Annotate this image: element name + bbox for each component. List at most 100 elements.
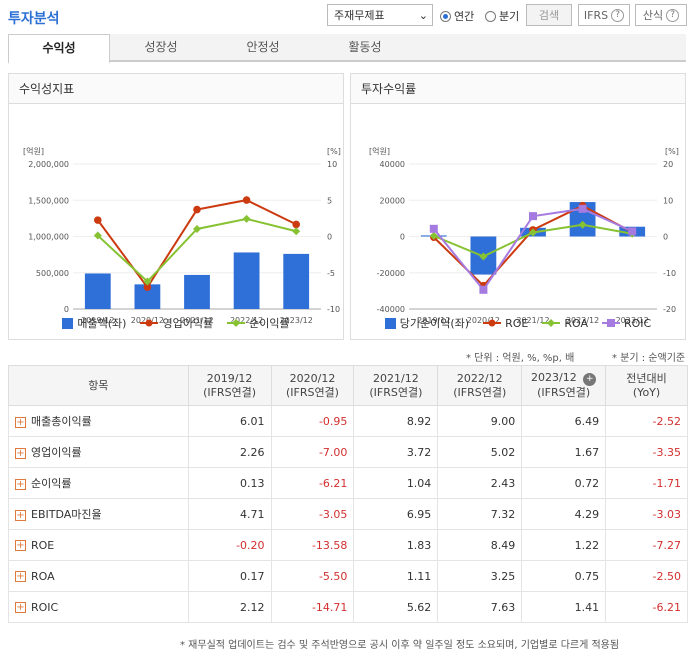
row-label-cell[interactable]: + ROE [8, 529, 189, 561]
point [578, 220, 587, 229]
value-cell: 0.17 [187, 560, 272, 592]
header-col-2023[interactable]: 2023/12 + (IFRS연결) [521, 365, 607, 406]
legend-swatch-bar [62, 317, 74, 329]
section-title: 투자분석 [8, 11, 60, 27]
statement-select-value: 주재무제표 [334, 9, 385, 22]
x-tick-label: 2022/12 [566, 316, 599, 325]
table-row: + 영업이익률 2.26 -7.00 3.72 5.02 1.67 -3.35 [8, 436, 688, 468]
y-tick-label: 0 [64, 305, 69, 314]
value-cell: -3.35 [605, 436, 688, 468]
radio-quarter[interactable]: 분기 [485, 8, 519, 24]
formula-help-button[interactable]: 산식 ? [635, 4, 687, 26]
legend-net-margin[interactable]: 순이익률 [227, 315, 290, 331]
point [578, 204, 587, 213]
value-cell: 6.95 [353, 498, 439, 530]
row-label-cell[interactable]: + ROA [8, 560, 189, 592]
expand-plus-icon[interactable]: + [15, 571, 26, 582]
legend-net-income[interactable]: 당기순이익(좌) [384, 315, 470, 331]
x-tick-label: 2021/12 [180, 316, 213, 325]
legend-swatch-line [542, 319, 561, 327]
footer-note: * 재무실적 업데이트는 검수 및 주석반영으로 공시 이후 약 일주일 정도 … [180, 640, 620, 651]
value-cell: 9.00 [437, 405, 523, 437]
point [242, 214, 251, 223]
header-col-2020[interactable]: 2020/12 (IFRS연결) [270, 365, 355, 406]
value-cell: -0.95 [270, 405, 355, 437]
value-cell: -13.58 [270, 529, 355, 561]
left-unit: [억원] [23, 146, 44, 156]
value-cell: 0.72 [521, 467, 607, 499]
y-tick-label: 0 [400, 233, 405, 242]
header-sub: (IFRS연결) [285, 385, 339, 399]
table-row: + EBITDA마진율 4.71 -3.05 6.95 7.32 4.29 -3.03 [8, 498, 688, 530]
header-sub: (IFRS연결) [453, 385, 507, 399]
row-label-cell[interactable]: + 영업이익률 [8, 436, 189, 468]
value-cell: -3.03 [605, 498, 688, 530]
header-sub: (IFRS연결) [537, 385, 591, 399]
value-cell: 4.71 [187, 498, 272, 530]
tab-profitability[interactable]: 수익성 [8, 34, 110, 64]
legend-label: ROIC [623, 316, 652, 330]
quarter-note: * 분기 : 순액기준 [612, 353, 686, 364]
radio-annual[interactable]: 연간 [440, 8, 474, 24]
x-tick-label: 2021/12 [516, 316, 549, 325]
expand-plus-icon[interactable]: + [15, 478, 26, 490]
value-cell: 1.67 [521, 436, 607, 468]
value-cell: -5.50 [270, 560, 355, 592]
y2-tick-label: -10 [327, 305, 340, 314]
legend-roic[interactable]: ROIC [601, 316, 652, 330]
expand-plus-icon[interactable]: + [15, 509, 26, 521]
row-label: 매출총이익률 [31, 415, 92, 428]
panel-title: 투자수익률 [351, 74, 685, 104]
header-col-yoy: 전년대비 (YoY) [605, 365, 688, 406]
row-label-cell[interactable]: + 매출총이익률 [8, 405, 189, 437]
value-cell: -0.20 [187, 529, 272, 561]
search-button[interactable]: 검색 [526, 4, 572, 26]
header-col-2021[interactable]: 2021/12 (IFRS연결) [353, 365, 439, 406]
legend-label: 순이익률 [249, 317, 290, 330]
statement-select[interactable]: 주재무제표 ⌄ [327, 4, 433, 26]
profitability-chart: [억원] [%] 2,000,000 10 1,500,000 5 1,000,000 0… [23, 146, 341, 325]
table-header-row: 항목 2019/12 (IFRS연결) 2020/12 (IFRS연결) 2021/… [8, 365, 688, 406]
legend-roe[interactable]: ROE [483, 317, 528, 330]
value-cell: 1.41 [521, 591, 607, 623]
table-row: + 순이익률 0.13 -6.21 1.04 2.43 0.72 -1.71 [8, 467, 688, 499]
value-cell: 2.26 [187, 436, 272, 468]
point [628, 227, 637, 236]
legend-revenue[interactable]: 매출액(좌) [62, 315, 126, 331]
tab-activity[interactable]: 활동성 [348, 40, 382, 54]
legend-swatch-bar [384, 317, 396, 329]
header-sub: (IFRS연결) [369, 385, 423, 399]
plus-circle-icon[interactable]: + [583, 372, 597, 386]
legend-operating-margin[interactable]: 영업이익률 [140, 315, 213, 331]
right-unit: [%] [327, 147, 341, 156]
expand-plus-icon[interactable]: + [15, 416, 26, 428]
legend-label: ROE [505, 316, 529, 330]
value-cell: -2.52 [605, 405, 688, 437]
value-cell: 8.92 [353, 405, 439, 437]
row-label-cell[interactable]: + EBITDA마진율 [8, 498, 189, 530]
legend-label: 당기순이익(좌) [399, 317, 470, 330]
point [529, 228, 537, 237]
row-label-cell[interactable]: + 순이익률 [8, 467, 189, 499]
y2-tick-label: -20 [663, 305, 676, 314]
panel-title: 수익성지표 [9, 74, 343, 104]
search-button-label: 검색 [538, 9, 560, 22]
value-cell: 0.75 [521, 560, 607, 592]
expand-plus-icon[interactable]: + [15, 447, 26, 459]
x-tick-label: 2023/12 [280, 316, 313, 325]
return-chart: [억원] [%] 40000 20 20000 10 0 0 -20000 -10 -40000… [369, 146, 679, 325]
tab-growth[interactable]: 성장성 [144, 40, 178, 54]
tab-stability[interactable]: 안정성 [246, 40, 280, 54]
value-cell: -6.21 [605, 591, 688, 623]
row-label: ROA [31, 569, 55, 583]
row-label-cell[interactable]: + ROIC [8, 591, 189, 623]
y-tick-label: 1,000,000 [28, 233, 69, 242]
expand-plus-icon[interactable]: + [15, 602, 26, 613]
expand-plus-icon[interactable]: + [15, 540, 26, 551]
legend-roa[interactable]: ROA [542, 317, 588, 330]
value-cell: -6.21 [270, 467, 355, 499]
profitability-table: 항목 2019/12 (IFRS연결) 2020/12 (IFRS연결) 2021/… [8, 365, 688, 623]
header-col-2019[interactable]: 2019/12 (IFRS연결) [187, 365, 272, 406]
ifrs-help-button[interactable]: IFRS ? [578, 4, 630, 26]
header-col-2022[interactable]: 2022/12 (IFRS연결) [437, 365, 523, 406]
